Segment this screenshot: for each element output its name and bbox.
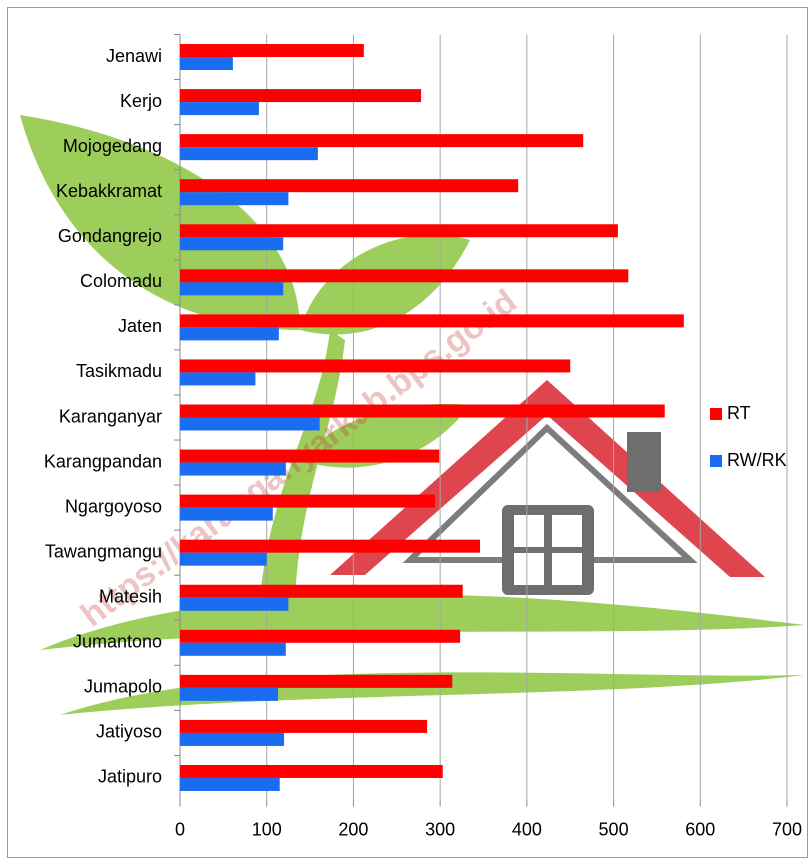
bar [180, 630, 460, 643]
y-tick-label: Jatiyoso [96, 722, 162, 742]
bar [180, 418, 320, 431]
x-tick-label: 300 [425, 819, 455, 839]
chart: https://karanganyarkab.bps.go.id 0100200… [0, 0, 810, 862]
bar [180, 643, 286, 656]
bar [180, 450, 439, 463]
y-tick-label: Tawangmangu [45, 541, 162, 561]
bar [180, 192, 288, 205]
y-tick-label: Matesih [99, 586, 162, 606]
bar [180, 57, 233, 70]
bar [180, 89, 421, 102]
y-tick-label: Karangpandan [44, 451, 162, 471]
bar [180, 134, 583, 147]
bar [180, 269, 628, 282]
bar [180, 675, 452, 688]
y-tick-label: Mojogedang [63, 136, 162, 156]
bar [180, 372, 255, 385]
y-tick-label: Jumapolo [84, 677, 162, 697]
y-tick-label: Jenawi [106, 46, 162, 66]
bar [180, 327, 279, 340]
bar [180, 585, 463, 598]
bar [180, 598, 288, 611]
x-tick-label: 100 [252, 819, 282, 839]
bar [180, 778, 280, 791]
bar [180, 179, 518, 192]
bar [180, 508, 273, 521]
y-tick-label: Kerjo [120, 91, 162, 111]
y-tick-label: Colomadu [80, 271, 162, 291]
bar [180, 282, 283, 295]
bar [180, 720, 427, 733]
legend-swatch [710, 408, 722, 420]
y-tick-label: Jaten [118, 316, 162, 336]
x-tick-label: 700 [772, 819, 802, 839]
y-tick-label: Kebakkramat [56, 181, 162, 201]
bar [180, 405, 665, 418]
y-tick-label: Jumantono [73, 632, 162, 652]
bar [180, 495, 435, 508]
x-tick-label: 600 [685, 819, 715, 839]
bar [180, 224, 618, 237]
bar [180, 147, 318, 160]
bar [180, 688, 278, 701]
legend-swatch [710, 455, 722, 467]
y-tick-label: Gondangrejo [58, 226, 162, 246]
x-tick-label: 500 [599, 819, 629, 839]
bar [180, 314, 684, 327]
x-tick-label: 0 [175, 819, 185, 839]
bar [180, 540, 480, 553]
bar [180, 102, 259, 115]
y-tick-label: Ngargoyoso [65, 496, 162, 516]
legend-label: RW/RK [727, 450, 787, 470]
y-tick-label: Karanganyar [59, 406, 162, 426]
legend-label: RT [727, 403, 751, 423]
bar [180, 44, 364, 57]
bar [180, 237, 283, 250]
x-tick-label: 200 [338, 819, 368, 839]
y-tick-label: Tasikmadu [76, 361, 162, 381]
bar [180, 553, 267, 566]
x-tick-label: 400 [512, 819, 542, 839]
y-tick-label: Jatipuro [98, 767, 162, 787]
bar [180, 765, 443, 778]
bar [180, 733, 284, 746]
bar [180, 359, 570, 372]
bar [180, 463, 286, 476]
